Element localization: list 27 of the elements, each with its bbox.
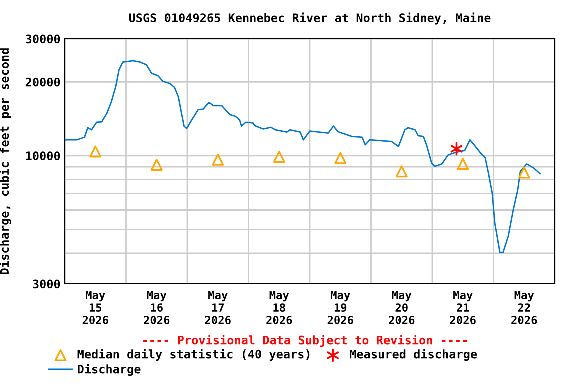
legend-label: Discharge [78,364,141,376]
y-tick-label: 10000 [26,152,60,161]
x-tick-label: May 17 2026 [205,291,231,324]
point [212,154,224,166]
point [150,159,163,171]
x-tick-label: May 18 2026 [266,291,292,324]
x-tick-label: May 19 2026 [328,291,354,324]
point [334,152,347,164]
text: ---- Provisional Data Subject to Revision ---- [144,334,468,348]
point [457,158,470,170]
point [90,146,102,158]
x-tick-label: May 16 2026 [144,291,170,324]
legend-label: Measured discharge [350,348,478,362]
x-tick-label: May 20 2026 [389,291,415,324]
point [396,166,408,178]
x-tick-label: May 15 2026 [82,291,108,324]
y-tick-label: 20000 [26,78,60,87]
legend-label: Median daily statistic (40 years) [78,348,310,362]
point [518,166,530,179]
chart-title: USGS 01049265 Kennebec River at North Sidney, Maine [129,12,491,25]
x-tick-label: May 21 2026 [450,291,476,324]
y-tick-label: 3000 [33,280,60,289]
line-series [65,60,542,254]
x-tick-label: May 22 2026 [512,291,538,324]
point [450,142,463,156]
y-tick-label: 30000 [26,34,60,44]
point [273,150,286,163]
